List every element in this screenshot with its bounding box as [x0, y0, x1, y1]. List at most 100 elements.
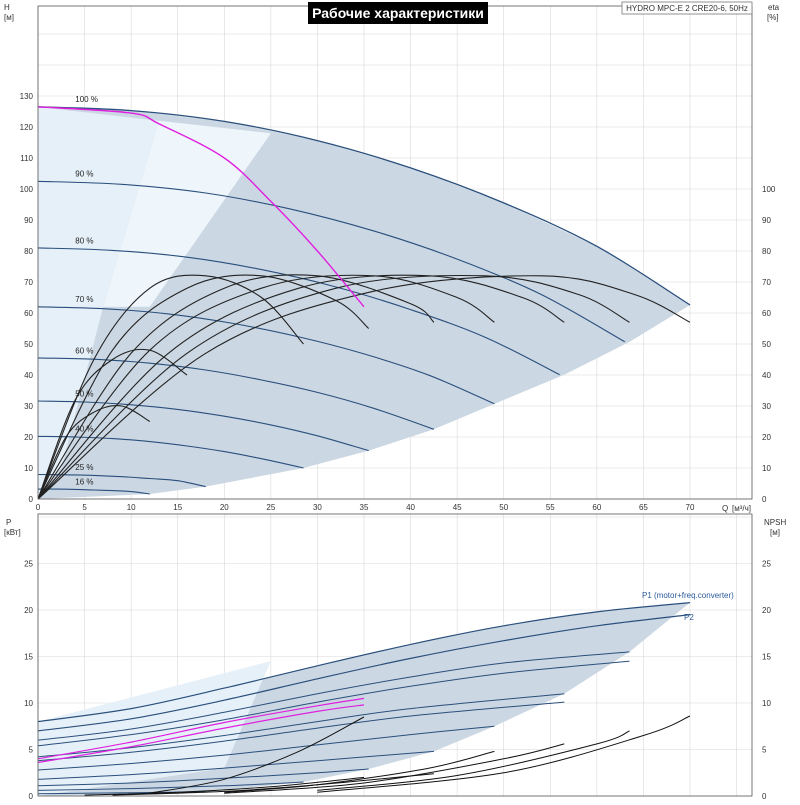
pump-curve — [38, 473, 206, 488]
pump-curve-label: 60 % — [75, 346, 93, 355]
efficiency-curve — [38, 274, 495, 499]
power-curve — [38, 660, 630, 747]
bottom-y-tick-label: 10 — [24, 699, 33, 708]
npsh-curve — [149, 716, 365, 794]
power-curve — [38, 768, 369, 787]
top-y-tick-label: 0 — [29, 495, 34, 504]
bottom-plot-frame — [37, 513, 753, 797]
bottom-plot-data — [38, 602, 691, 796]
bottom-y-axis-label: P — [6, 518, 11, 527]
efficiency-curve — [38, 274, 630, 499]
bottom-y2-tick-label: 15 — [762, 653, 771, 662]
top-y-tick-label: 120 — [20, 123, 34, 132]
bottom-y-axis-unit: [кВт] — [4, 528, 21, 537]
tick-labels: 0 5 10 15 20 25 30 35 40 45 50 55 60 65 70010203040506… — [20, 92, 776, 801]
top-y2-tick-label: 70 — [762, 278, 771, 287]
top-y2-axis-unit: [%] — [767, 13, 779, 22]
x-tick-label: 15 — [173, 503, 182, 512]
top-y-axis-label: H — [4, 3, 10, 12]
pump-curve — [38, 306, 495, 405]
top-y-tick-label: 50 — [24, 340, 33, 349]
selected-power-curve — [38, 697, 365, 760]
x-axis-label: Q — [722, 504, 728, 513]
low-flow-area — [38, 661, 271, 796]
efficiency-curve — [38, 348, 188, 499]
x-tick-label: 45 — [453, 503, 462, 512]
pump-curve-label: 16 % — [75, 477, 93, 486]
top-y2-tick-label: 20 — [762, 433, 771, 442]
power-curve — [38, 750, 434, 780]
bottom-y2-tick-label: 20 — [762, 606, 771, 615]
bottom-y2-tick-label: 10 — [762, 699, 771, 708]
title-box — [308, 2, 488, 24]
top-y-axis-unit: [м] — [4, 13, 14, 22]
top-y-tick-label: 40 — [24, 371, 33, 380]
top-y-tick-label: 130 — [20, 92, 34, 101]
top-y-tick-label: 80 — [24, 247, 33, 256]
x-tick-label: 50 — [499, 503, 508, 512]
npsh-curve — [224, 750, 495, 793]
top-y2-tick-label: 60 — [762, 309, 771, 318]
efficiency-curve — [38, 274, 304, 499]
pump-curve-label: 70 % — [75, 295, 93, 304]
npsh-curve — [84, 776, 365, 796]
chart-subtitle: HYDRO MPC-E 2 CRE20-6, 50Hz — [626, 4, 748, 13]
top-y2-tick-label: 30 — [762, 402, 771, 411]
efficiency-curve — [38, 274, 565, 499]
chart-title: Рабочие характеристики — [312, 5, 484, 21]
low-flow-area — [103, 120, 271, 307]
pump-curve — [38, 106, 691, 306]
efficiency-curve — [38, 275, 691, 499]
top-y-tick-label: 100 — [20, 185, 34, 194]
x-tick-label: 55 — [546, 503, 555, 512]
top-y-tick-label: 90 — [24, 216, 33, 225]
npsh-curve — [112, 773, 434, 796]
efficiency-curve — [38, 405, 151, 499]
top-y-tick-label: 20 — [24, 433, 33, 442]
pump-curve-label: 50 % — [75, 389, 93, 398]
x-tick-label: 10 — [127, 503, 136, 512]
subtitle-box — [621, 1, 753, 15]
pump-curve — [38, 435, 304, 469]
pump-curve-label: 100 % — [75, 95, 98, 104]
bottom-y-tick-label: 0 — [29, 792, 34, 800]
x-tick-label: 60 — [592, 503, 601, 512]
x-tick-label: 0 — [36, 503, 41, 512]
top-y2-tick-label: 80 — [762, 247, 771, 256]
npsh-curve — [317, 715, 691, 793]
top-y2-tick-label: 90 — [762, 216, 771, 225]
npsh-curve — [317, 730, 630, 791]
top-y2-tick-label: 50 — [762, 340, 771, 349]
pump-curve — [38, 488, 150, 495]
top-y-tick-label: 10 — [24, 464, 33, 473]
top-y2-tick-label: 100 — [762, 185, 776, 194]
x-tick-label: 5 — [82, 503, 87, 512]
pump-curve-label: 40 % — [75, 425, 93, 434]
top-plot-data: 100 % 90 % 80 % 70 % 60 % 50 % 40 % 25 % 16 % — [38, 95, 691, 499]
x-tick-label: 70 — [686, 503, 695, 512]
top-y2-tick-label: 0 — [762, 495, 767, 504]
efficiency-curve — [38, 274, 435, 499]
x-tick-label: 20 — [220, 503, 229, 512]
x-tick-label: 35 — [360, 503, 369, 512]
power-curve — [38, 602, 691, 723]
top-y-tick-label: 70 — [24, 278, 33, 287]
bottom-y-tick-label: 25 — [24, 560, 33, 569]
bottom-y-tick-label: 20 — [24, 606, 33, 615]
top-y2-tick-label: 40 — [762, 371, 771, 380]
top-y-tick-label: 60 — [24, 309, 33, 318]
p2-legend-label: P2 — [684, 613, 694, 622]
selected-power-curve — [38, 704, 365, 764]
low-flow-area — [38, 106, 160, 499]
power-curve — [38, 651, 630, 741]
power-curve — [38, 725, 495, 771]
bottom-y2-axis-label: NPSH — [764, 518, 786, 527]
x-axis-unit: [м³/ч] — [732, 504, 751, 513]
bottom-y2-axis-unit: [м] — [770, 528, 780, 537]
selected-duty-curve — [38, 106, 365, 308]
power-curve — [38, 614, 691, 732]
top-y-tick-label: 110 — [20, 154, 33, 163]
x-tick-label: 65 — [639, 503, 648, 512]
bottom-y-tick-label: 15 — [24, 653, 33, 662]
bottom-y2-tick-label: 0 — [762, 792, 767, 800]
